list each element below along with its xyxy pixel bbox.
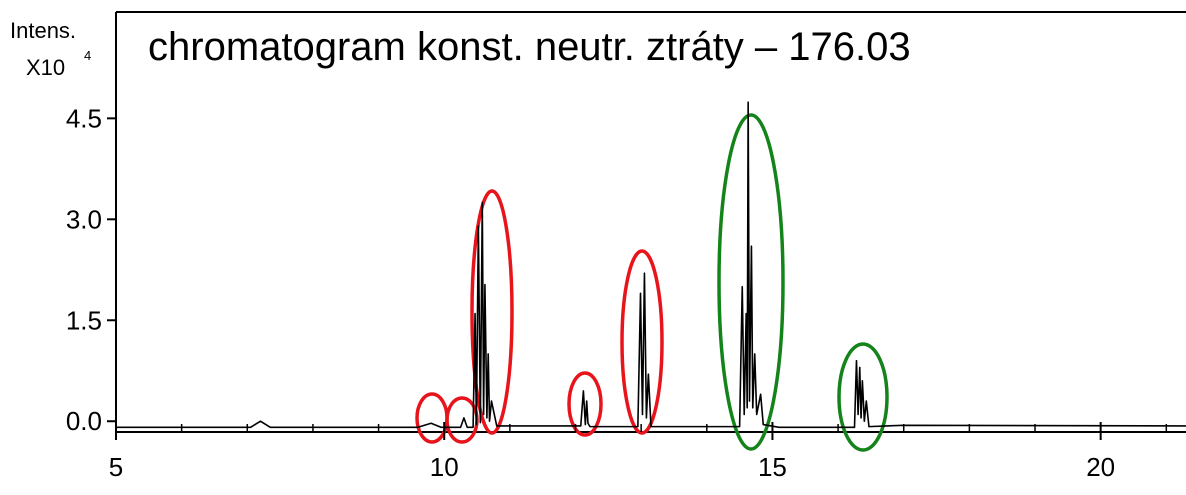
peak-highlight xyxy=(717,113,785,451)
peak-highlight xyxy=(567,371,603,437)
chart-title: chromatogram konst. neutr. ztráty – 176.… xyxy=(148,25,911,69)
y-tick-label: 0.0 xyxy=(66,406,102,436)
y-axis-multiplier: X10 xyxy=(26,55,65,80)
y-tick-label: 4.5 xyxy=(66,103,102,133)
y-tick-label: 1.5 xyxy=(66,305,102,335)
y-tick-label: 3.0 xyxy=(66,204,102,234)
peak-highlight xyxy=(415,392,449,444)
annotations xyxy=(415,113,889,452)
x-tick-label: 20 xyxy=(1086,452,1115,482)
trace xyxy=(116,101,1186,429)
x-tick-label: 5 xyxy=(109,452,123,482)
peak-highlight xyxy=(837,342,889,452)
x-tick-label: 15 xyxy=(758,452,787,482)
y-axis-label: Intens. xyxy=(10,18,76,43)
x-tick-label: 10 xyxy=(430,452,459,482)
y-axis-exponent: 4 xyxy=(84,48,91,63)
peak-highlight xyxy=(470,189,514,435)
peak-highlight xyxy=(620,249,664,435)
